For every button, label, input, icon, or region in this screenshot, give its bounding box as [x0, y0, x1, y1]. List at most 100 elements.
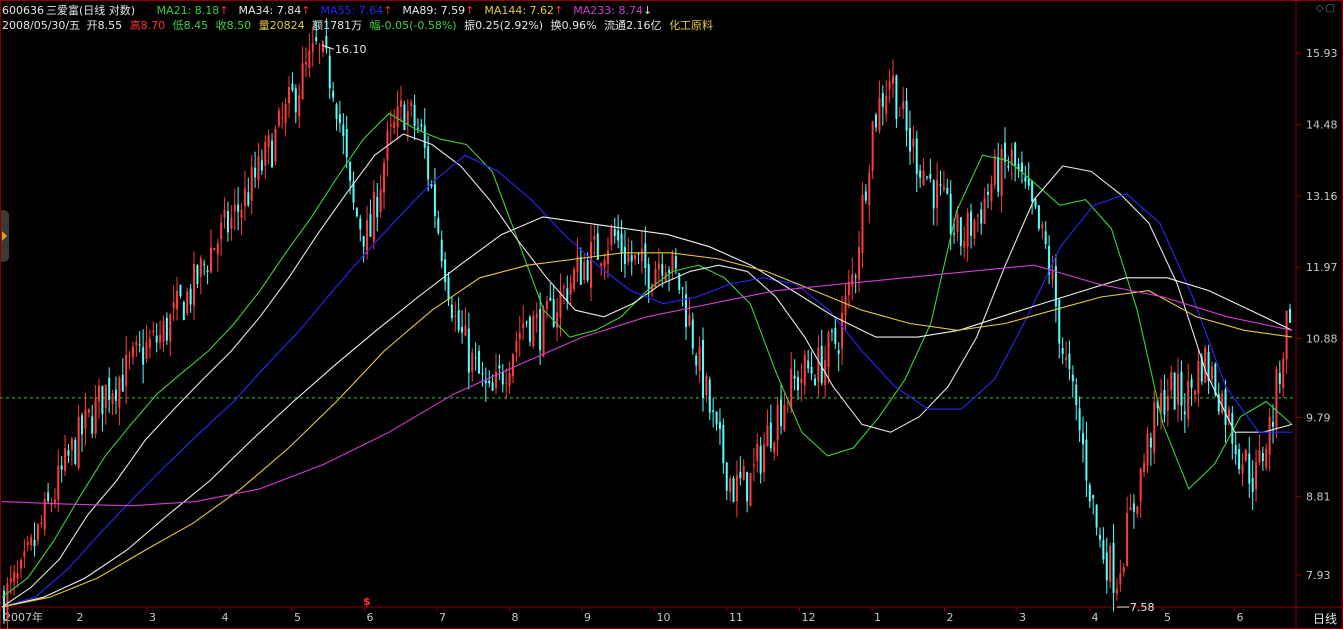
- candle-body: [369, 214, 372, 237]
- candle-body: [946, 187, 949, 194]
- candle-body: [308, 50, 311, 68]
- candle-body: [586, 260, 589, 281]
- candle-body: [6, 583, 9, 620]
- candle-body: [413, 104, 416, 127]
- candle-body: [203, 263, 206, 265]
- period-selector[interactable]: 日线: [1312, 612, 1337, 626]
- candle-body: [1177, 373, 1180, 405]
- candle-body: [1017, 163, 1020, 170]
- candle-body: [966, 212, 969, 247]
- candle-body: [1126, 512, 1129, 567]
- candle-body: [922, 170, 925, 185]
- expand-panel-tab[interactable]: [0, 210, 9, 262]
- candle-body: [1048, 245, 1051, 275]
- candle-body: [515, 340, 518, 353]
- candle-body: [583, 262, 586, 280]
- candle-body: [16, 573, 19, 579]
- candle-body: [36, 523, 39, 541]
- candle-body: [403, 104, 406, 131]
- candle-body: [148, 338, 151, 348]
- candle-body: [749, 472, 752, 506]
- candle-body: [182, 302, 185, 321]
- candle-body: [410, 102, 413, 107]
- candle-body: [1115, 588, 1118, 594]
- candle-body: [701, 339, 704, 399]
- candle-body: [579, 256, 582, 285]
- candle-body: [712, 410, 715, 413]
- candle-body: [776, 404, 779, 441]
- candle-body: [681, 287, 684, 289]
- candle-body: [1248, 453, 1251, 484]
- candle-body: [1034, 198, 1037, 207]
- candle-body: [376, 196, 379, 218]
- candle-body: [77, 416, 80, 469]
- candle-body: [420, 124, 423, 127]
- candle-body: [600, 263, 603, 267]
- candle-body: [471, 352, 474, 372]
- candle-body: [715, 411, 718, 425]
- candle-body: [396, 106, 399, 128]
- candle-body: [793, 375, 796, 379]
- stock-name: 三爱富: [46, 4, 79, 17]
- candle-body: [53, 499, 56, 504]
- candle-body: [590, 242, 593, 288]
- candle-body: [603, 259, 606, 268]
- candle-body: [895, 75, 898, 119]
- candle-body: [1204, 348, 1207, 383]
- candle-body: [1098, 534, 1101, 540]
- candle-body: [274, 128, 277, 162]
- candle-body: [1289, 309, 1291, 323]
- candle-body: [444, 259, 447, 283]
- candle-body: [169, 314, 172, 342]
- ma-line-ma55: [1, 154, 1292, 608]
- candle-body: [566, 288, 569, 302]
- candle-body: [362, 236, 365, 247]
- candle-body: [1255, 462, 1258, 490]
- ma-legend-item: MA89: 7.59: [402, 4, 466, 17]
- candle-body: [640, 248, 643, 262]
- candle-body: [43, 498, 46, 530]
- candle-body: [355, 208, 358, 217]
- candle-body: [1082, 433, 1085, 445]
- candle-body: [630, 254, 633, 262]
- candle-body: [532, 315, 535, 347]
- window-control-icons[interactable]: ◇▢: [1315, 3, 1337, 14]
- candle-body: [905, 100, 908, 131]
- candle-body: [454, 315, 457, 317]
- candle-body: [691, 319, 694, 349]
- candle-body: [1207, 351, 1210, 382]
- candle-body: [939, 184, 942, 186]
- candle-body: [108, 377, 111, 401]
- candle-body: [196, 265, 199, 284]
- candle-body: [1149, 437, 1152, 448]
- candle-body: [698, 346, 701, 371]
- candle-body: [888, 81, 891, 90]
- amount-label: 额: [312, 19, 324, 32]
- candle-body: [220, 222, 223, 240]
- candle-body: [70, 438, 73, 451]
- candle-body: [1112, 542, 1115, 593]
- y-tick-label: 9.79: [1306, 412, 1331, 425]
- volume-label: 量: [258, 19, 270, 32]
- change-label: 幅: [369, 19, 381, 32]
- candle-body: [915, 138, 918, 175]
- arrow-up-icon: ↑: [301, 4, 311, 17]
- candle-body: [1200, 356, 1203, 382]
- candle-body: [817, 347, 820, 382]
- candle-body: [437, 218, 440, 233]
- candle-body: [423, 125, 426, 148]
- candle-body: [101, 385, 104, 415]
- high-marker-arrow: [321, 44, 335, 50]
- candle-body: [457, 310, 460, 331]
- candle-body: [518, 332, 521, 340]
- candle-body: [1132, 503, 1135, 512]
- candle-body: [1041, 224, 1044, 229]
- candle-body: [820, 345, 823, 384]
- candle-body: [474, 357, 477, 359]
- candle-body: [881, 93, 884, 107]
- candle-body: [844, 295, 847, 316]
- x-tick-label: 11: [729, 611, 743, 624]
- candle-body: [338, 114, 341, 123]
- candle-body: [1061, 347, 1064, 355]
